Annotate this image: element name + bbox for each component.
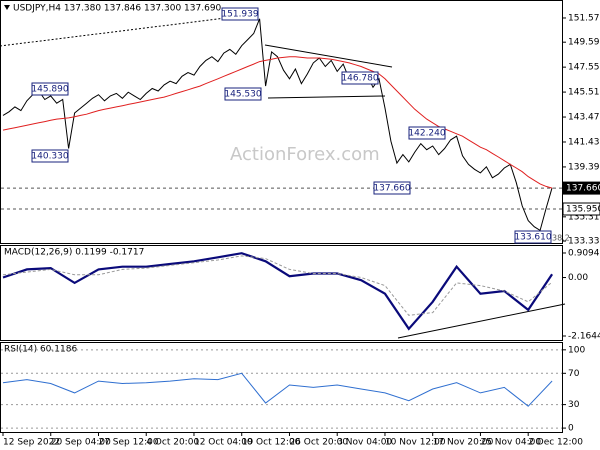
rsi-panel	[0, 342, 563, 433]
series-line	[2, 372, 553, 407]
x-tick-label: 17 Nov 20:00	[433, 438, 494, 448]
x-tick-label: 3 Nov 04:00	[337, 438, 392, 448]
x-tick-label: 12 Oct 04:00	[194, 438, 253, 448]
annotation: 145.890	[31, 85, 68, 95]
macd-title: MACD(12,26,9) 0.1199 -0.1717	[4, 248, 144, 258]
annotation-box	[221, 7, 259, 21]
rsi-title: RSI(14) 60.1186	[4, 345, 77, 355]
y-tick-label: 143.470	[568, 113, 600, 123]
y-tick-label: 139.390	[568, 162, 600, 172]
y-tick-label: 70	[568, 369, 580, 379]
macd-panel	[0, 245, 563, 341]
annotation: 133.610	[514, 233, 551, 243]
y-tick-label: 100	[568, 345, 585, 355]
price-tag-label: 135.950	[566, 205, 600, 215]
trend-line	[0, 13, 259, 47]
x-tick-label: 26 Oct 20:00	[289, 438, 348, 448]
annotation: 146.780	[341, 74, 378, 84]
y-tick-label: 135.310	[568, 212, 600, 222]
series-line	[2, 255, 553, 316]
y-tick-label: 149.590	[568, 38, 600, 48]
annotation-box	[341, 71, 379, 85]
y-tick-label: 0.00	[568, 273, 588, 283]
x-tick-label: 25 Nov 04:00	[480, 438, 541, 448]
x-tick-label: 20 Sep 04:00	[51, 438, 111, 448]
x-tick-label: 12 Sep 2022	[3, 438, 60, 448]
annotation: 151.939	[221, 10, 258, 20]
price-tag	[562, 202, 600, 216]
trend-line	[264, 44, 393, 68]
y-tick-label: 141.430	[568, 137, 600, 147]
annotation-box	[31, 149, 69, 163]
x-tick-label: 19 Oct 12:00	[242, 438, 301, 448]
annotation: 137.660	[373, 184, 410, 194]
watermark: ActionForex.com	[230, 144, 380, 165]
y-tick-label: 0	[568, 424, 574, 434]
annotation: 142.240	[408, 129, 445, 139]
annotation: 38.2	[552, 234, 570, 243]
annotation-box	[408, 126, 446, 140]
x-tick-label: 10 Nov 12:00	[385, 438, 446, 448]
annotation: 145.530	[224, 90, 261, 100]
x-tick-label: 2 Dec 12:00	[528, 438, 583, 448]
y-tick-label: 133.330	[568, 237, 600, 247]
x-tick-label: 27 Sep 12:00	[98, 438, 158, 448]
x-tick-label: 4 Oct 20:00	[146, 438, 199, 448]
series-line	[2, 56, 553, 189]
series-line	[2, 252, 554, 331]
price-panel	[0, 0, 563, 244]
title-icon	[4, 5, 10, 10]
series-line	[2, 18, 553, 232]
trend-line	[267, 95, 386, 99]
annotation-box	[224, 87, 262, 101]
annotation-box	[514, 230, 552, 244]
y-tick-label: 0.9094	[568, 248, 600, 258]
annotation-box	[373, 181, 411, 195]
price-tag-label: 137.660	[566, 184, 600, 194]
annotation: 140.330	[31, 152, 68, 162]
price-tag	[562, 181, 600, 195]
y-tick-label: -2.1644	[568, 331, 600, 341]
y-tick-label: 151.570	[568, 13, 600, 23]
annotation-box	[31, 82, 69, 96]
y-tick-label: 147.550	[568, 63, 600, 73]
chart-title: USDJPY,H4 137.380 137.846 137.300 137.69…	[13, 4, 222, 14]
y-tick-label: 145.510	[568, 88, 600, 98]
trend-line	[397, 303, 566, 339]
y-tick-label: 30	[568, 400, 580, 410]
